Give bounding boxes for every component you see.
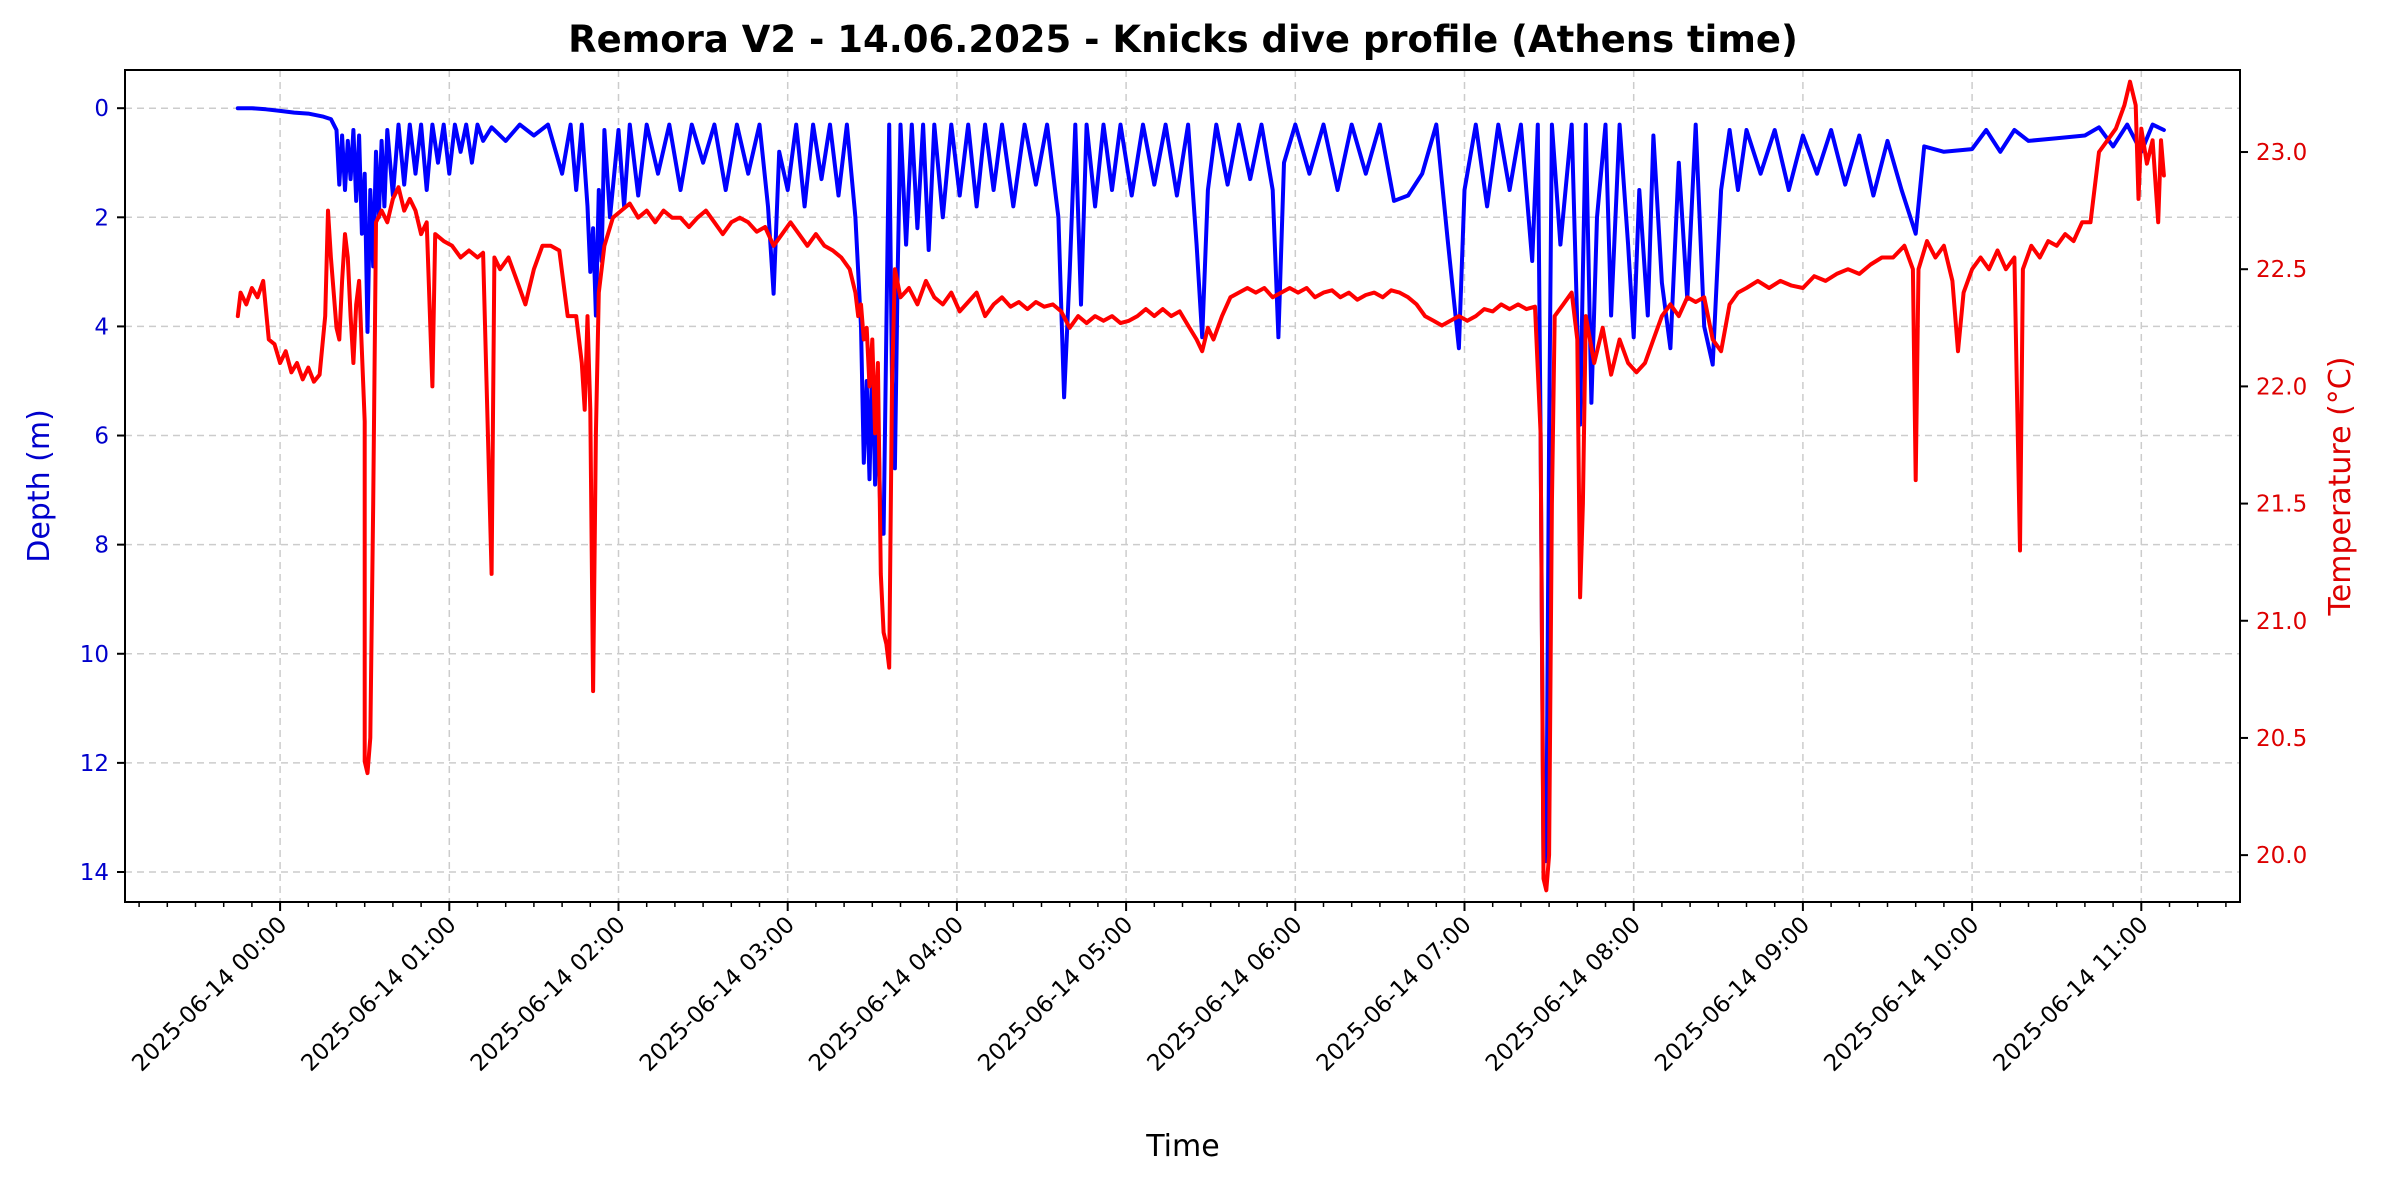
temperature-axis-title: Temperature (°C) [2323,357,2358,617]
depth-tick-label: 6 [94,424,109,450]
depth-tick-label: 8 [94,533,109,559]
depth-axis: 0 2 4 6 8 10 12 14 [80,96,125,886]
series-layer [235,79,2166,893]
grid-layer [125,70,2240,902]
depth-tick-label: 4 [94,314,109,340]
temperature-tick-label: 20.5 [2256,726,2307,752]
depth-tick-label: 0 [94,96,109,122]
temperature-axis: 20.0 20.5 21.0 21.5 22.0 22.5 23.0 [2240,140,2307,869]
temperature-tick-label: 21.5 [2256,492,2307,518]
depth-axis-title: Depth (m) [22,409,57,563]
depth-tick-label: 2 [94,205,109,231]
depth-series-line [235,106,2166,864]
temperature-tick-label: 22.0 [2256,374,2307,400]
x-axis-title: Time [1145,1129,1219,1164]
depth-tick-label: 14 [80,860,109,886]
temperature-tick-label: 20.0 [2256,843,2307,869]
temperature-tick-label: 21.0 [2256,609,2307,635]
temperature-tick-label: 23.0 [2256,140,2307,166]
temperature-series-line [235,79,2166,893]
depth-tick-label: 10 [80,642,109,668]
temperature-tick-label: 22.5 [2256,257,2307,283]
depth-tick-label: 12 [80,751,109,777]
chart-title: Remora V2 - 14.06.2025 - Knicks dive pro… [568,18,1798,61]
